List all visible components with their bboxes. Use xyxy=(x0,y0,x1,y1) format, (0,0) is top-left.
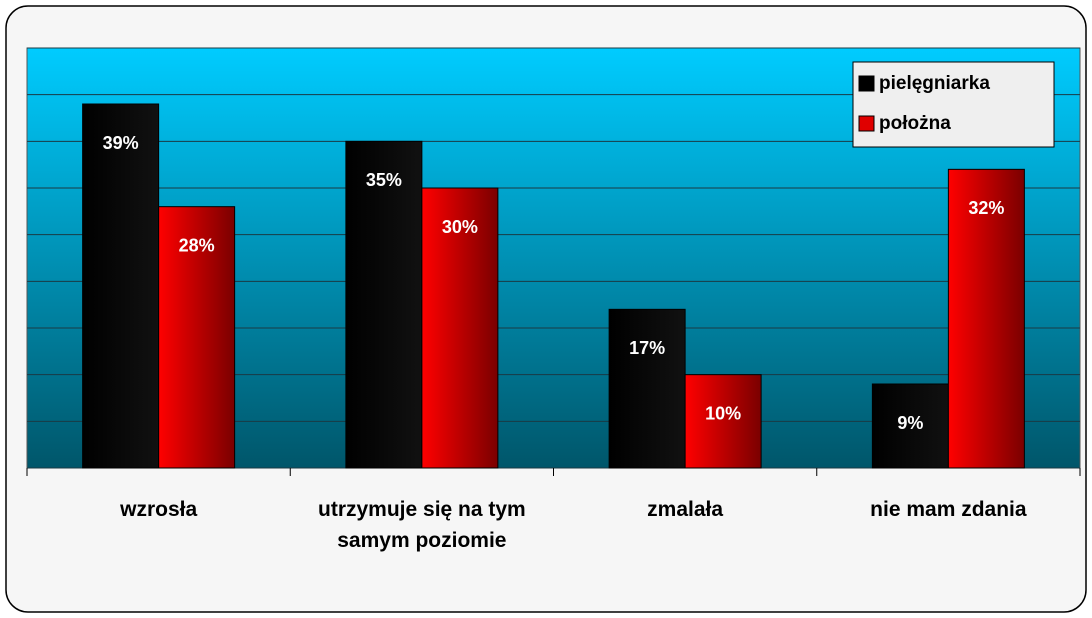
bar xyxy=(608,308,686,469)
data-label: 39% xyxy=(103,133,139,153)
x-tick-label: wzrosła xyxy=(120,498,198,521)
bar xyxy=(947,168,1025,469)
x-tick-label: zmalała xyxy=(647,498,724,521)
bar xyxy=(421,187,499,469)
legend-swatch xyxy=(858,75,875,92)
bar xyxy=(871,383,949,469)
x-tick-label: nie mam zdania xyxy=(870,498,1027,521)
legend-label: położna xyxy=(879,113,951,134)
bar xyxy=(82,103,160,469)
bar xyxy=(345,140,423,469)
bar xyxy=(158,206,236,469)
data-label: 17% xyxy=(629,338,665,358)
x-tick-label: utrzymuje się na tym samym poziomie xyxy=(318,498,526,552)
bar xyxy=(684,374,762,469)
data-label: 30% xyxy=(442,217,478,237)
data-label: 28% xyxy=(179,235,215,255)
legend-box xyxy=(852,61,1055,148)
data-label: 9% xyxy=(897,413,923,433)
data-label: 32% xyxy=(968,198,1004,218)
legend-label: pielęgniarka xyxy=(879,73,990,94)
data-label: 10% xyxy=(705,403,741,423)
legend-swatch xyxy=(858,115,875,132)
data-label: 35% xyxy=(366,170,402,190)
